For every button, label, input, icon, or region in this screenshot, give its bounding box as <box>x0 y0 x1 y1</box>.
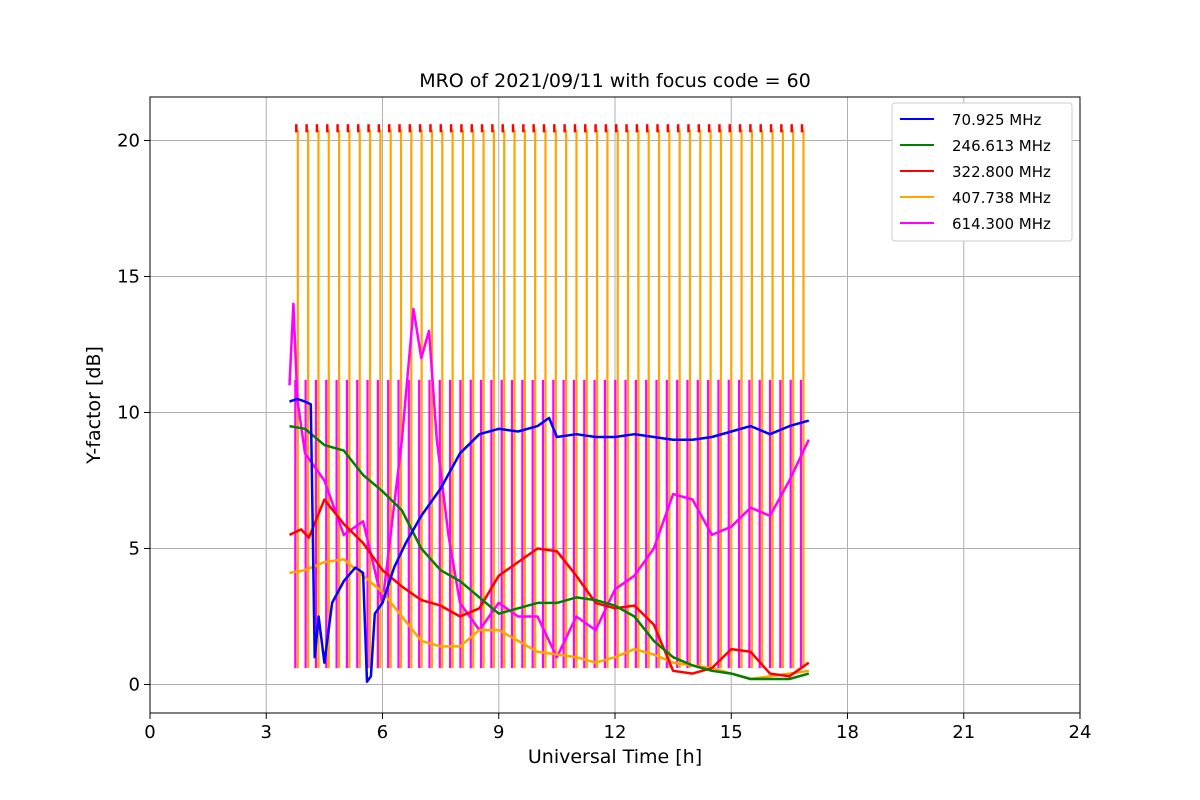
legend-label: 322.800 MHz <box>952 163 1051 181</box>
x-tick-label: 18 <box>836 722 859 743</box>
series-line-0 <box>289 397 810 683</box>
x-axis-ticks: 0 3 6 9 12 15 18 21 24 <box>144 713 1091 743</box>
x-tick-label: 3 <box>261 722 272 743</box>
legend-label: 407.738 MHz <box>952 189 1051 207</box>
x-tick-label: 12 <box>604 722 627 743</box>
x-tick-label: 15 <box>720 722 743 743</box>
chart-title: MRO of 2021/09/11 with focus code = 60 <box>419 70 811 92</box>
x-axis-label: Universal Time [h] <box>528 746 702 768</box>
y-tick-label: 0 <box>129 674 140 695</box>
y-axis-label: Y-factor [dB] <box>83 346 105 465</box>
y-tick-label: 15 <box>117 266 140 287</box>
x-tick-label: 6 <box>377 722 388 743</box>
legend-box <box>891 102 1073 242</box>
legend-label: 614.300 MHz <box>952 215 1051 233</box>
spike-traces <box>294 124 805 669</box>
x-tick-label: 9 <box>493 722 504 743</box>
y-tick-label: 20 <box>117 131 140 152</box>
series-line-2 <box>288 498 810 678</box>
y-tick-label: 10 <box>117 402 140 423</box>
series-line-3 <box>289 558 809 681</box>
series-line-1 <box>289 424 810 681</box>
x-tick-label: 0 <box>144 722 155 743</box>
x-tick-label: 21 <box>952 722 975 743</box>
legend-label: 70.925 MHz <box>952 111 1041 129</box>
legend-label: 246.613 MHz <box>952 137 1051 155</box>
series-lines <box>288 302 810 683</box>
x-tick-label: 24 <box>1069 722 1092 743</box>
y-tick-label: 5 <box>129 538 140 559</box>
legend: 70.925 MHz 246.613 MHz 322.800 MHz 407.738 … <box>891 102 1073 242</box>
y-axis-ticks: 0 5 10 15 20 <box>117 131 150 695</box>
